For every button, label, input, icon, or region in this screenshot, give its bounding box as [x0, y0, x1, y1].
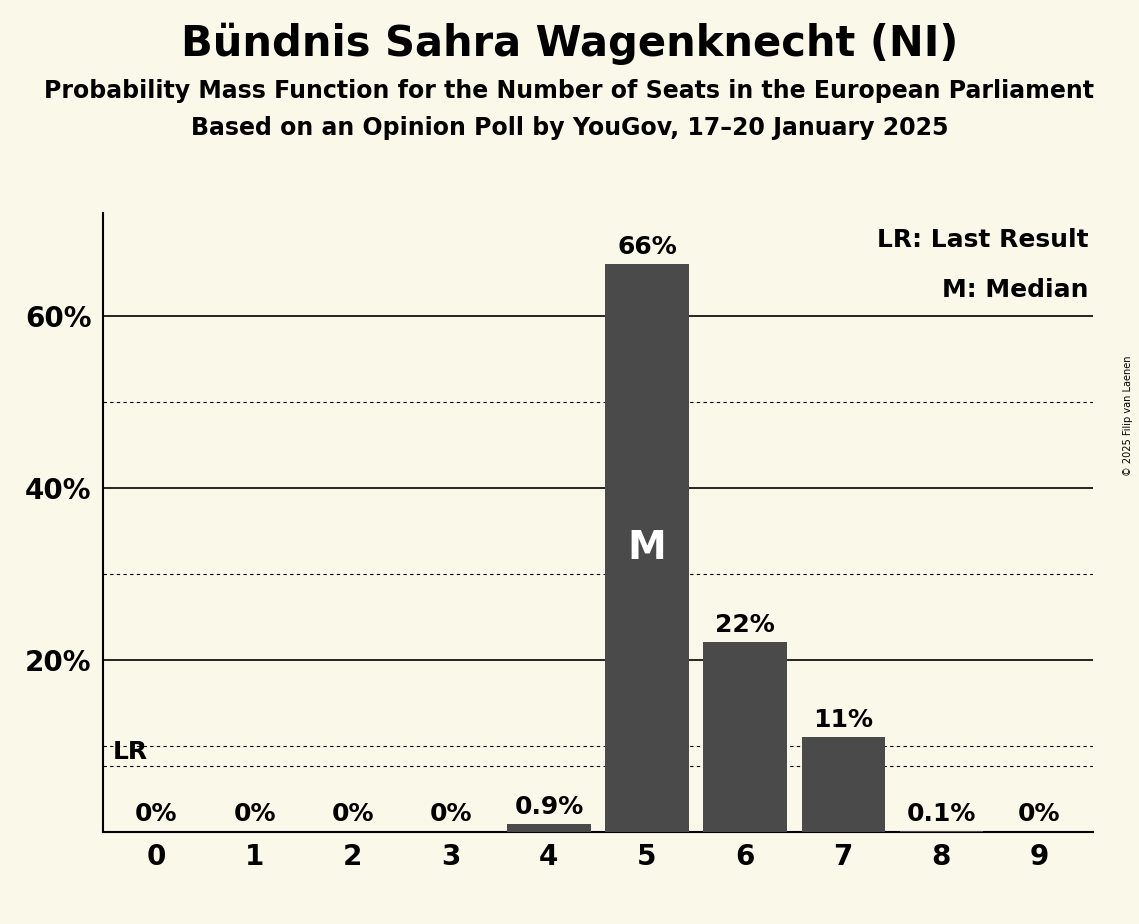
Text: 22%: 22%: [715, 614, 775, 638]
Text: 0%: 0%: [429, 802, 472, 826]
Text: M: M: [628, 529, 666, 566]
Bar: [802, 737, 885, 832]
Text: 0.9%: 0.9%: [515, 795, 583, 819]
Text: Probability Mass Function for the Number of Seats in the European Parliament: Probability Mass Function for the Number…: [44, 79, 1095, 103]
Text: 0%: 0%: [331, 802, 374, 826]
Text: 0.1%: 0.1%: [907, 802, 976, 825]
Bar: [507, 824, 591, 832]
Text: 66%: 66%: [617, 235, 677, 259]
Text: LR: LR: [113, 740, 147, 763]
Text: 0%: 0%: [1018, 802, 1060, 826]
Text: 0%: 0%: [136, 802, 178, 826]
Bar: [605, 264, 689, 832]
Text: LR: Last Result: LR: Last Result: [877, 228, 1089, 252]
Text: 0%: 0%: [233, 802, 276, 826]
Text: 11%: 11%: [813, 708, 874, 732]
Text: M: Median: M: Median: [942, 277, 1089, 301]
Text: Based on an Opinion Poll by YouGov, 17–20 January 2025: Based on an Opinion Poll by YouGov, 17–2…: [190, 116, 949, 140]
Bar: [704, 642, 787, 832]
Text: Bündnis Sahra Wagenknecht (NI): Bündnis Sahra Wagenknecht (NI): [181, 23, 958, 66]
Text: © 2025 Filip van Laenen: © 2025 Filip van Laenen: [1123, 356, 1133, 476]
